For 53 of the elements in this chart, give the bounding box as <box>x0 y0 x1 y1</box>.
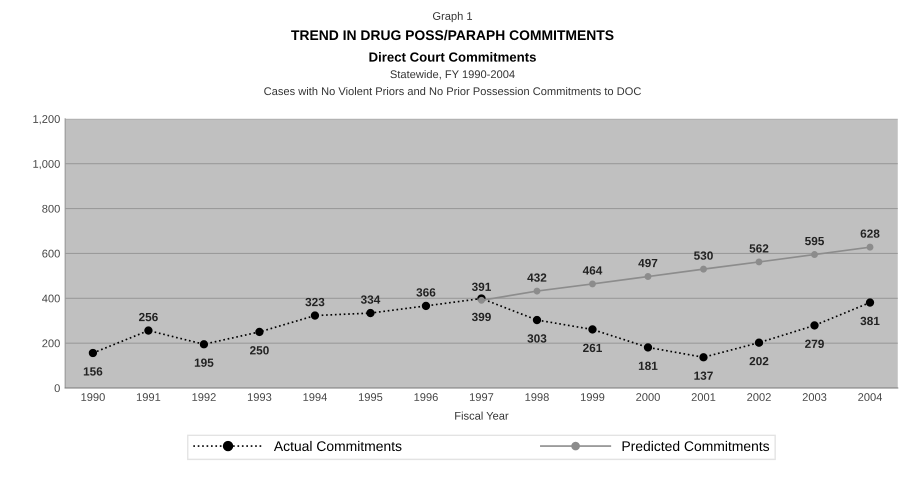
y-tick-label: 1,200 <box>33 115 60 124</box>
legend-label: Actual Commitments <box>274 440 402 452</box>
x-tick-label: 1991 <box>136 393 160 402</box>
data-label: 366 <box>416 288 436 297</box>
x-tick-label: 2004 <box>858 393 882 402</box>
x-tick-label: 1994 <box>303 393 327 402</box>
x-tick-label: 1992 <box>192 393 216 402</box>
y-tick-label: 800 <box>42 204 60 213</box>
x-tick-label: 1995 <box>358 393 382 402</box>
data-label: 156 <box>84 367 102 376</box>
y-tick-label: 1,000 <box>33 160 60 170</box>
data-label: 595 <box>805 236 824 246</box>
x-tick-label: 1997 <box>470 393 494 402</box>
data-label: 323 <box>305 298 324 306</box>
data-label: 399 <box>472 312 491 322</box>
data-label: 202 <box>750 356 768 366</box>
data-label: 256 <box>138 312 158 322</box>
chart-subtitle: Direct Court Commitments <box>369 52 536 62</box>
x-tick-label: 1990 <box>81 393 105 402</box>
data-label: 381 <box>860 316 880 326</box>
data-label: 261 <box>583 344 602 352</box>
x-tick-label: 2001 <box>692 393 716 402</box>
text: Cases with No Violent Priors and No Prior Possession Commitments to DOC <box>264 86 641 96</box>
x-tick-label: 1993 <box>248 393 272 402</box>
x-tick-label: 2002 <box>747 393 771 402</box>
data-label: 530 <box>694 251 713 260</box>
y-tick-label: 200 <box>42 339 60 348</box>
data-label: 137 <box>694 372 713 380</box>
chart-title: TREND IN DRUG POSS/PARAPH COMMITMENTS <box>291 30 614 40</box>
y-tick-label: 600 <box>42 250 60 258</box>
data-label: 250 <box>250 346 269 355</box>
data-label: 562 <box>750 244 768 253</box>
x-axis-title: Fiscal Year <box>455 412 508 420</box>
data-label: 195 <box>194 358 214 367</box>
y-tick-label: 400 <box>42 294 60 302</box>
data-label: 391 <box>472 282 491 291</box>
x-tick-label: 1998 <box>525 393 549 402</box>
data-label: 279 <box>805 340 824 348</box>
legend-label: Predicted Commitments <box>622 440 770 452</box>
x-tick-label: 2003 <box>802 393 826 402</box>
x-tick-label: 2000 <box>636 393 660 402</box>
caption: Graph 1 <box>432 12 472 22</box>
x-tick-label: 1999 <box>580 393 604 402</box>
data-label: 303 <box>527 334 546 343</box>
data-label: 334 <box>360 295 380 304</box>
data-label: 497 <box>638 258 658 268</box>
data-label: 464 <box>582 266 602 275</box>
data-label: 432 <box>527 273 546 282</box>
x-tick-label: 1996 <box>414 393 438 402</box>
y-tick-label: 0 <box>54 384 60 392</box>
text: Statewide, FY 1990-2004 <box>390 70 515 80</box>
data-label: 628 <box>860 229 880 238</box>
data-label: 181 <box>638 362 658 370</box>
